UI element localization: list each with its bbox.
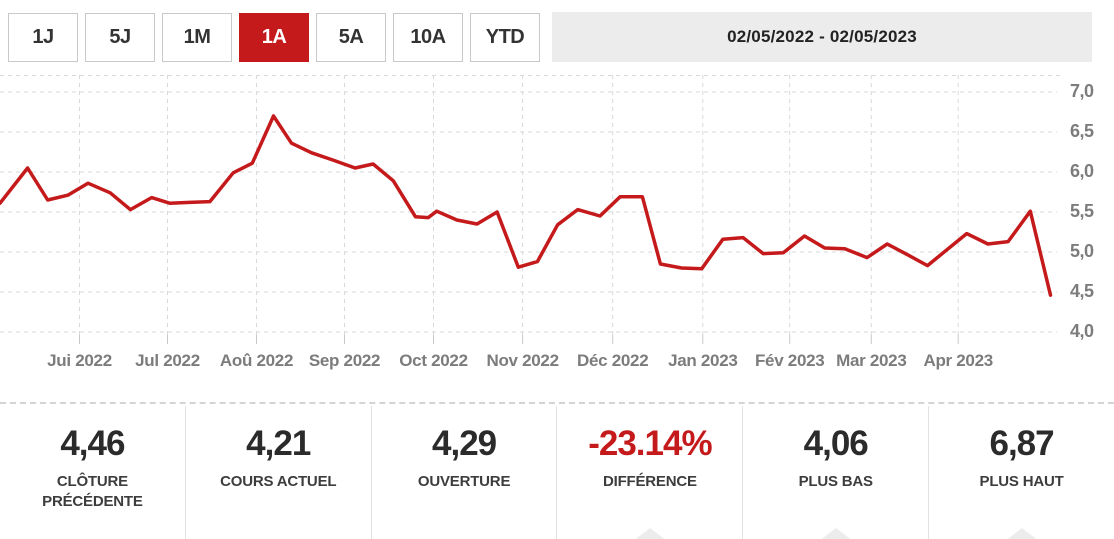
- stat-value: 6,87: [989, 424, 1054, 463]
- range-button-1m[interactable]: 1M: [162, 12, 232, 62]
- stat-value: 4,21: [246, 424, 311, 463]
- x-axis: Jui 2022 Jul 2022 Aoû 2022 Sep 2022 Oct 2022…: [0, 347, 1060, 375]
- y-axis-label: 7,0: [1070, 81, 1094, 101]
- range-button-10a[interactable]: 10A: [393, 12, 463, 62]
- stat-plus-bas: 4,06 PLUS BAS: [742, 406, 928, 539]
- stat-plus-haut: 6,87 PLUS HAUT: [928, 406, 1114, 539]
- stat-label: PLUS BAS: [798, 473, 873, 490]
- y-axis-label: 5,5: [1070, 201, 1094, 221]
- y-axis: 7,0 6,5 6,0 5,5 5,0 4,5 4,0: [1070, 75, 1114, 347]
- chart-stats-divider: [0, 402, 1114, 404]
- stat-ouverture: 4,29 OUVERTURE: [370, 406, 557, 539]
- x-axis-label: Mar 2023: [836, 351, 907, 370]
- stat-label: OUVERTURE: [417, 473, 511, 490]
- stat-label: DIFFÉRENCE: [602, 473, 697, 490]
- stat-label: CLÔTURE PRÉCÉDENTE: [42, 473, 143, 510]
- stat-label: PLUS HAUT: [979, 473, 1064, 490]
- y-axis-label: 6,0: [1070, 161, 1094, 181]
- stats-row: 4,46 CLÔTURE PRÉCÉDENTE 4,21 COURS ACTUEL 4,…: [0, 406, 1114, 539]
- caret-up-icon: [623, 528, 676, 539]
- price-chart[interactable]: 7,0 6,5 6,0 5,5 5,0 4,5 4,0 Jui 2022 Jul 2022 Ao…: [0, 75, 1114, 375]
- stat-cours-actuel: 4,21 COURS ACTUEL: [184, 406, 371, 539]
- stat-value: 4,06: [803, 424, 869, 463]
- y-axis-label: 4,5: [1070, 281, 1094, 301]
- stat-difference: -23.14% DIFFÉRENCE: [556, 406, 742, 539]
- toolbar: 1J 5J 1M 1A 5A 10A YTD 02/05/2022 - 02/05/2023: [0, 0, 1114, 62]
- range-button-1a[interactable]: 1A: [239, 12, 309, 62]
- stat-value: -23.14%: [588, 424, 712, 463]
- x-axis-label: Jul 2022: [135, 351, 200, 370]
- range-button-ytd[interactable]: YTD: [470, 12, 540, 62]
- x-axis-label: Aoû 2022: [219, 351, 294, 370]
- stat-value: 4,29: [432, 424, 497, 463]
- x-axis-label: Fév 2023: [754, 351, 825, 370]
- y-axis-label: 5,0: [1070, 241, 1094, 261]
- range-button-1j[interactable]: 1J: [8, 12, 78, 62]
- y-axis-label: 4,0: [1070, 321, 1094, 341]
- x-axis-label: Apr 2023: [923, 351, 993, 370]
- x-axis-label: Jui 2022: [47, 351, 112, 370]
- y-axis-label: 6,5: [1070, 121, 1094, 141]
- price-chart-svg[interactable]: [0, 75, 1060, 347]
- x-axis-label: Oct 2022: [399, 351, 468, 370]
- stat-label: COURS ACTUEL: [220, 473, 337, 490]
- x-axis-label: Déc 2022: [577, 351, 649, 370]
- range-button-5a[interactable]: 5A: [316, 12, 386, 62]
- caret-up-icon: [809, 528, 862, 539]
- stat-value: 4,46: [60, 424, 125, 463]
- x-axis-label: Sep 2022: [308, 351, 381, 370]
- range-button-5j[interactable]: 5J: [85, 12, 155, 62]
- x-axis-label: Nov 2022: [486, 351, 559, 370]
- stat-cloture-precedente: 4,46 CLÔTURE PRÉCÉDENTE: [0, 406, 185, 539]
- date-range-display: 02/05/2022 - 02/05/2023: [552, 12, 1092, 62]
- x-axis-label: Jan 2023: [668, 351, 738, 370]
- range-buttons: 1J 5J 1M 1A 5A 10A YTD: [8, 12, 540, 62]
- caret-up-icon: [995, 528, 1048, 539]
